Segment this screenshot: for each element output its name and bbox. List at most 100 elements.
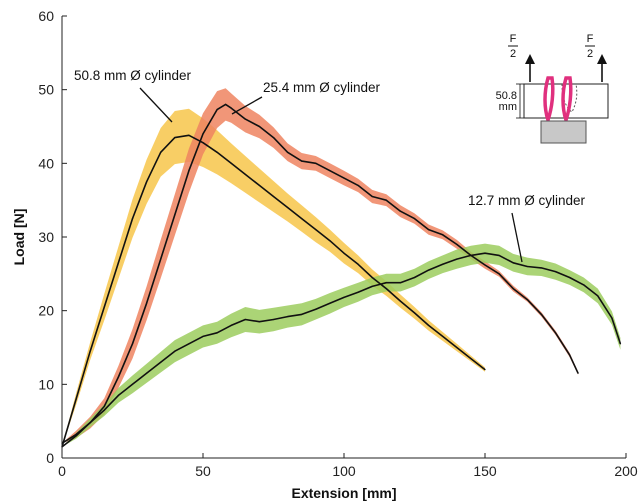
series-1-point (554, 332, 557, 334)
series-0-point (174, 136, 176, 139)
series-0-point (315, 229, 317, 231)
series-0-point (230, 162, 232, 164)
loop-left-icon (543, 76, 555, 126)
series-1-point (272, 136, 275, 139)
dimension-value: 50.8 (496, 90, 517, 102)
series-2-point (428, 269, 430, 271)
series-1-point (442, 234, 444, 236)
series-1-point (188, 170, 190, 172)
y-tick-label: 40 (38, 155, 54, 171)
series-2-point (399, 282, 401, 284)
series-1-point (428, 229, 430, 231)
series-1-point (244, 118, 246, 120)
y-tick-label: 60 (38, 8, 54, 24)
series-1-point (540, 313, 543, 315)
series-1-point (174, 214, 176, 216)
y-tick-label: 20 (38, 303, 54, 319)
series-2-point (540, 267, 543, 269)
series-2-point (230, 324, 232, 326)
series-1-point (371, 195, 373, 198)
series-1-point (329, 170, 331, 172)
series-1-point (385, 199, 387, 201)
series-0-point (413, 312, 416, 314)
series-0-point (301, 217, 303, 220)
y-tick-label: 30 (38, 229, 54, 245)
series-1-point (146, 302, 148, 304)
series-2-point (470, 254, 472, 257)
series-1-point (224, 103, 227, 105)
series-0-point (202, 142, 204, 144)
series-1-point (131, 343, 134, 345)
series-band-2 (62, 243, 621, 447)
series-0-point (216, 151, 218, 153)
specimen-rect (523, 83, 609, 119)
series-2-point (258, 321, 260, 323)
series-2-point (385, 282, 387, 284)
series-2-point (619, 343, 621, 345)
test-setup-inset: F 2 F 2 50.8 mm (496, 33, 609, 144)
annotation-50-8: 50.8 mm Ø cylinder (74, 68, 192, 83)
series-2-point (554, 271, 557, 273)
series-0-point (343, 252, 345, 254)
x-tick-label: 50 (195, 463, 211, 479)
arrow-head-right-icon (597, 54, 607, 64)
series-1-point (526, 299, 528, 301)
y-tick-label: 50 (38, 82, 54, 98)
series-0-point (160, 151, 162, 153)
y-tick-label: 10 (38, 376, 54, 392)
series-1-point (413, 217, 416, 220)
series-1-point (512, 287, 514, 290)
series-1-point (569, 354, 571, 356)
series-0-point (442, 335, 444, 338)
series-2-point (117, 394, 119, 396)
series-2-point (244, 318, 246, 321)
series-1-point (484, 264, 486, 266)
series-0-point (428, 324, 430, 326)
series-2-point (597, 295, 599, 297)
y-ticks: 0 10 20 30 40 50 60 (38, 8, 67, 466)
series-2-point (272, 318, 275, 321)
series-1-point (456, 243, 458, 245)
series-lines (61, 103, 622, 448)
series-2-point (357, 291, 359, 293)
series-0-point (75, 398, 77, 400)
series-2-point (160, 361, 162, 363)
series-2-point (216, 332, 218, 334)
series-2-point (202, 335, 204, 338)
series-0-point (371, 276, 373, 279)
series-0-point (131, 217, 134, 220)
series-2-point (343, 296, 345, 299)
x-tick-label: 0 (58, 463, 66, 479)
annotation-25-4-leader (231, 96, 263, 115)
series-2-point (498, 254, 500, 257)
series-2-point (188, 343, 190, 345)
series-annotations: 50.8 mm Ø cylinder 25.4 mm Ø cylinder 12… (74, 68, 586, 263)
annotation-50-8-leader (139, 87, 173, 123)
series-2-point (456, 258, 458, 260)
series-1-point (399, 210, 401, 212)
series-0-point (146, 181, 148, 183)
series-0-point (329, 240, 331, 242)
series-1-point (202, 133, 204, 135)
series-0-point (89, 350, 91, 352)
series-0-point (385, 287, 387, 290)
inset-force-right: F (587, 33, 594, 45)
dimension-unit: mm (499, 101, 517, 113)
series-2-point (512, 262, 514, 264)
series-0-point (244, 173, 246, 175)
series-1-point (315, 162, 317, 164)
loop-right-icon (561, 76, 573, 126)
series-0-point (103, 306, 105, 308)
series-1-point (216, 108, 218, 111)
support-block (540, 120, 587, 144)
series-2-point (287, 315, 289, 318)
series-2-point (315, 308, 317, 310)
annotation-12-7-leader (511, 212, 523, 263)
series-1-point (498, 273, 500, 275)
series-1-point (287, 151, 289, 153)
series-0-point (357, 263, 359, 265)
x-tick-label: 150 (473, 463, 497, 479)
series-1-point (343, 177, 345, 179)
series-2-point (89, 422, 91, 424)
